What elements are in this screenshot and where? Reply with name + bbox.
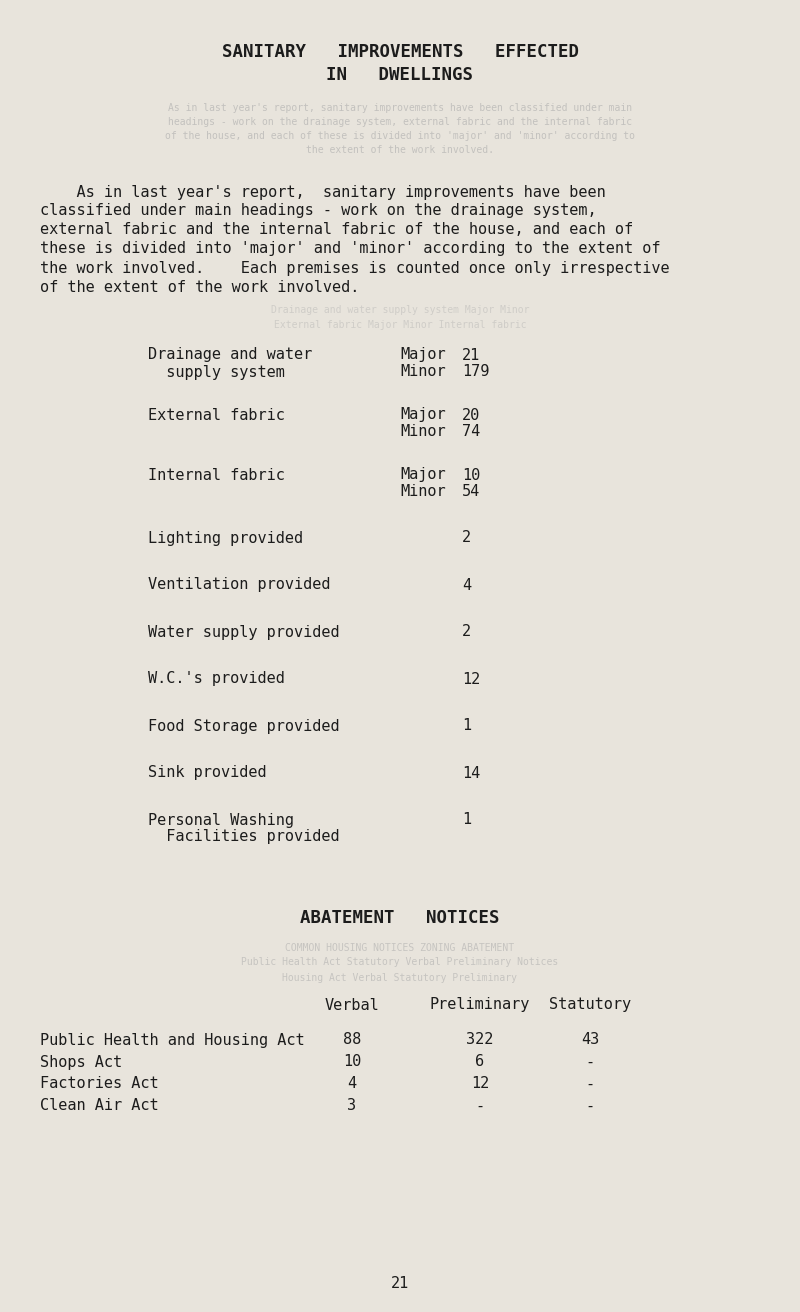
Text: Minor: Minor (400, 365, 446, 379)
Text: 43: 43 (581, 1033, 599, 1047)
Text: headings - work on the drainage system, external fabric and the internal fabric: headings - work on the drainage system, … (168, 117, 632, 127)
Text: Public Health Act Statutory Verbal Preliminary Notices: Public Health Act Statutory Verbal Preli… (242, 956, 558, 967)
Text: -: - (475, 1098, 485, 1114)
Text: 1: 1 (462, 812, 471, 828)
Text: 179: 179 (462, 365, 490, 379)
Text: IN   DWELLINGS: IN DWELLINGS (326, 66, 474, 84)
Text: Housing Act Verbal Statutory Preliminary: Housing Act Verbal Statutory Preliminary (282, 974, 518, 983)
Text: 74: 74 (462, 425, 480, 440)
Text: 1: 1 (462, 719, 471, 733)
Text: Public Health and Housing Act: Public Health and Housing Act (40, 1033, 305, 1047)
Text: Shops Act: Shops Act (40, 1055, 122, 1069)
Text: 6: 6 (475, 1055, 485, 1069)
Text: SANITARY   IMPROVEMENTS   EFFECTED: SANITARY IMPROVEMENTS EFFECTED (222, 43, 578, 60)
Text: External fabric: External fabric (148, 408, 285, 422)
Text: these is divided into 'major' and 'minor' according to the extent of: these is divided into 'major' and 'minor… (40, 241, 661, 257)
Text: 322: 322 (466, 1033, 494, 1047)
Text: Sink provided: Sink provided (148, 765, 266, 781)
Text: 12: 12 (471, 1077, 489, 1092)
Text: of the extent of the work involved.: of the extent of the work involved. (40, 279, 359, 294)
Text: 21: 21 (391, 1275, 409, 1291)
Text: Statutory: Statutory (549, 997, 631, 1013)
Text: 20: 20 (462, 408, 480, 422)
Text: Minor: Minor (400, 425, 446, 440)
Text: Major: Major (400, 408, 446, 422)
Text: 10: 10 (462, 467, 480, 483)
Text: W.C.'s provided: W.C.'s provided (148, 672, 285, 686)
Text: 14: 14 (462, 765, 480, 781)
Text: Preliminary: Preliminary (430, 997, 530, 1013)
Text: 4: 4 (462, 577, 471, 593)
Text: classified under main headings - work on the drainage system,: classified under main headings - work on… (40, 203, 597, 219)
Text: supply system: supply system (148, 365, 285, 379)
Text: external fabric and the internal fabric of the house, and each of: external fabric and the internal fabric … (40, 223, 633, 237)
Text: As in last year's report, sanitary improvements have been classified under main: As in last year's report, sanitary impro… (168, 104, 632, 113)
Text: -: - (586, 1055, 594, 1069)
Text: Drainage and water supply system Major Minor: Drainage and water supply system Major M… (270, 304, 530, 315)
Text: 2: 2 (462, 625, 471, 639)
Text: -: - (586, 1077, 594, 1092)
Text: ABATEMENT   NOTICES: ABATEMENT NOTICES (300, 909, 500, 928)
Text: the work involved.    Each premises is counted once only irrespective: the work involved. Each premises is coun… (40, 261, 670, 276)
Text: Factories Act: Factories Act (40, 1077, 158, 1092)
Text: Internal fabric: Internal fabric (148, 467, 285, 483)
Text: Ventilation provided: Ventilation provided (148, 577, 330, 593)
Text: 88: 88 (343, 1033, 361, 1047)
Text: 4: 4 (347, 1077, 357, 1092)
Text: COMMON HOUSING NOTICES ZONING ABATEMENT: COMMON HOUSING NOTICES ZONING ABATEMENT (286, 943, 514, 953)
Text: Food Storage provided: Food Storage provided (148, 719, 340, 733)
Text: 10: 10 (343, 1055, 361, 1069)
Text: 21: 21 (462, 348, 480, 362)
Text: 3: 3 (347, 1098, 357, 1114)
Text: 12: 12 (462, 672, 480, 686)
Text: As in last year's report,  sanitary improvements have been: As in last year's report, sanitary impro… (40, 185, 606, 199)
Text: Major: Major (400, 467, 446, 483)
Text: Minor: Minor (400, 484, 446, 500)
Text: Lighting provided: Lighting provided (148, 530, 303, 546)
Text: Facilities provided: Facilities provided (148, 829, 340, 845)
Text: Major: Major (400, 348, 446, 362)
Text: of the house, and each of these is divided into 'major' and 'minor' according to: of the house, and each of these is divid… (165, 131, 635, 140)
Text: the extent of the work involved.: the extent of the work involved. (306, 146, 494, 155)
Text: Personal Washing: Personal Washing (148, 812, 294, 828)
Text: Water supply provided: Water supply provided (148, 625, 340, 639)
Text: -: - (586, 1098, 594, 1114)
Text: Verbal: Verbal (325, 997, 379, 1013)
Text: 54: 54 (462, 484, 480, 500)
Text: Drainage and water: Drainage and water (148, 348, 312, 362)
Text: 2: 2 (462, 530, 471, 546)
Text: External fabric Major Minor Internal fabric: External fabric Major Minor Internal fab… (274, 320, 526, 331)
Text: Clean Air Act: Clean Air Act (40, 1098, 158, 1114)
